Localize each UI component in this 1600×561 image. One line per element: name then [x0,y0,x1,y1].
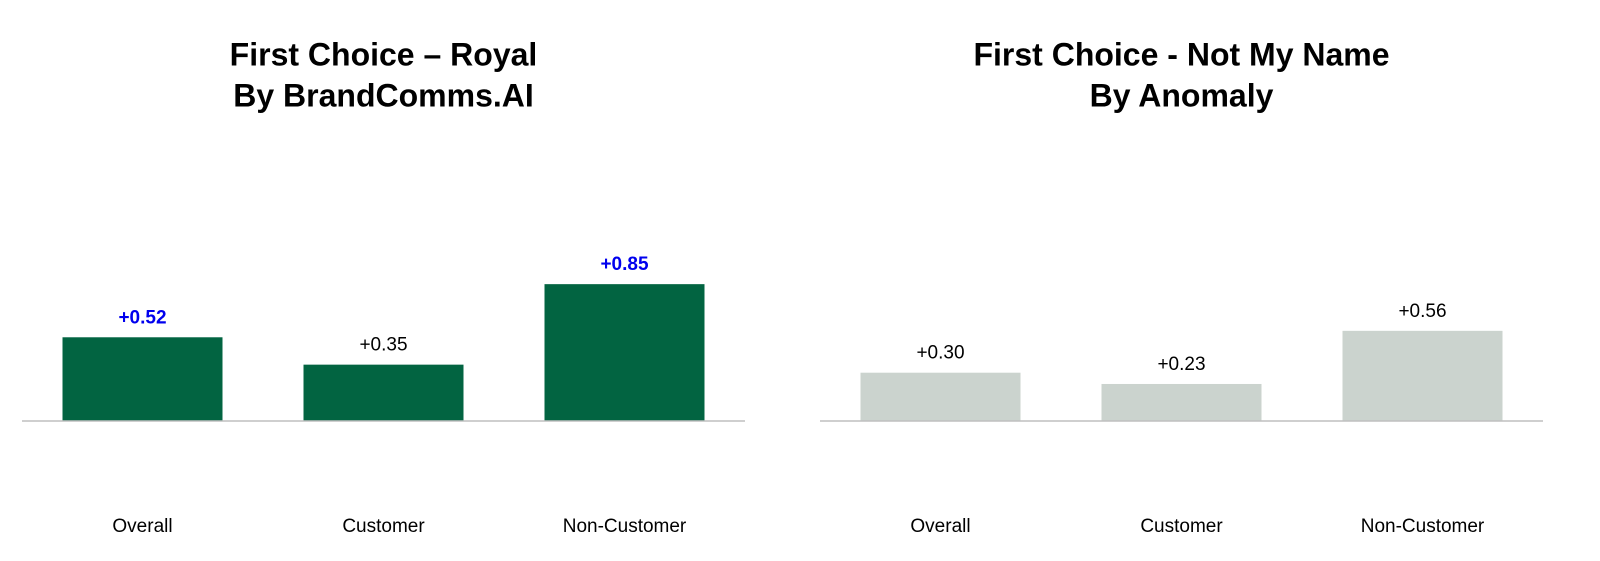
bar [860,372,1021,421]
bar [62,337,223,421]
bar [303,364,464,421]
value-label: +0.52 [118,307,166,328]
x-tick-label: Non-Customer [1361,516,1485,537]
value-label: +0.85 [600,254,649,275]
bar [544,284,705,421]
value-label: +0.30 [916,343,964,364]
bar [1101,383,1262,421]
x-tick-label: Customer [1140,516,1223,537]
x-tick-label: Overall [112,516,172,537]
chart-subtitle: By Anomaly [1090,77,1274,113]
chart-subtitle: By BrandComms.AI [233,77,534,113]
value-label: +0.35 [359,335,407,356]
value-label: +0.23 [1157,354,1205,375]
chart-title: First Choice – Royal [230,36,538,72]
x-tick-label: Customer [342,516,425,537]
x-tick-label: Non-Customer [563,516,687,537]
bar [1342,330,1503,421]
value-label: +0.56 [1398,301,1446,322]
chart-title: First Choice - Not My Name [973,36,1389,72]
x-tick-label: Overall [910,516,970,537]
